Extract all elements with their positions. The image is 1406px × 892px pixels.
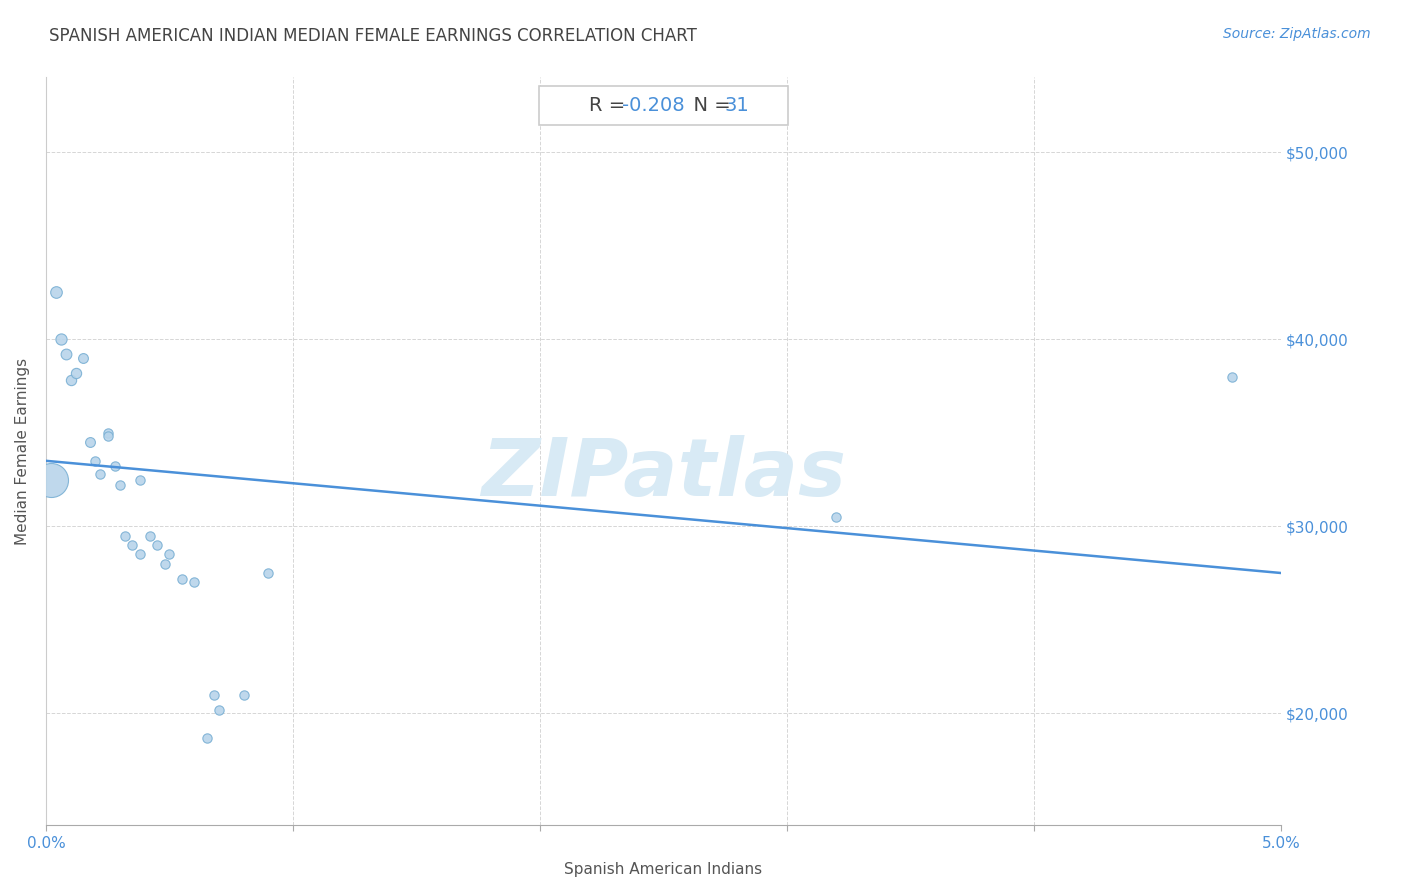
Point: [89, 467, 111, 481]
Y-axis label: Median Female Earnings: Median Female Earnings: [15, 358, 30, 545]
Text: R = -0.208   N = 31: R = -0.208 N = 31: [548, 96, 779, 115]
Point: [45, 285, 67, 300]
Point: [65, 366, 87, 380]
Point: [257, 566, 280, 580]
Text: Source: ZipAtlas.com: Source: ZipAtlas.com: [1223, 27, 1371, 41]
Point: [170, 572, 193, 586]
Point: [97, 425, 120, 440]
Point: [183, 575, 205, 590]
X-axis label: Spanish American Indians: Spanish American Indians: [564, 862, 762, 877]
Text: -0.208: -0.208: [621, 96, 685, 115]
Point: [153, 557, 176, 571]
Text: ZIPatlas: ZIPatlas: [481, 435, 846, 513]
Point: [84, 454, 107, 468]
Point: [114, 528, 136, 542]
Point: [72, 351, 94, 365]
Text: SPANISH AMERICAN INDIAN MEDIAN FEMALE EARNINGS CORRELATION CHART: SPANISH AMERICAN INDIAN MEDIAN FEMALE EA…: [49, 27, 697, 45]
Point: [128, 473, 150, 487]
Text: 31: 31: [724, 96, 749, 115]
Point: [202, 688, 225, 702]
Point: [55, 347, 77, 361]
Point: [104, 459, 127, 474]
Point: [108, 478, 131, 492]
Point: [232, 688, 254, 702]
Point: [59, 373, 82, 387]
Text: R =: R =: [589, 96, 631, 115]
Point: [97, 429, 120, 443]
Point: [146, 538, 169, 552]
Point: [138, 528, 160, 542]
Point: [128, 547, 150, 561]
Point: [121, 538, 143, 552]
Point: [79, 435, 101, 450]
Point: [195, 731, 218, 745]
Point: [49, 332, 72, 346]
Point: [825, 509, 848, 524]
Text: N =: N =: [681, 96, 737, 115]
Point: [208, 702, 231, 716]
Point: [1220, 369, 1243, 384]
Point: [159, 547, 181, 561]
Point: [39, 473, 62, 487]
